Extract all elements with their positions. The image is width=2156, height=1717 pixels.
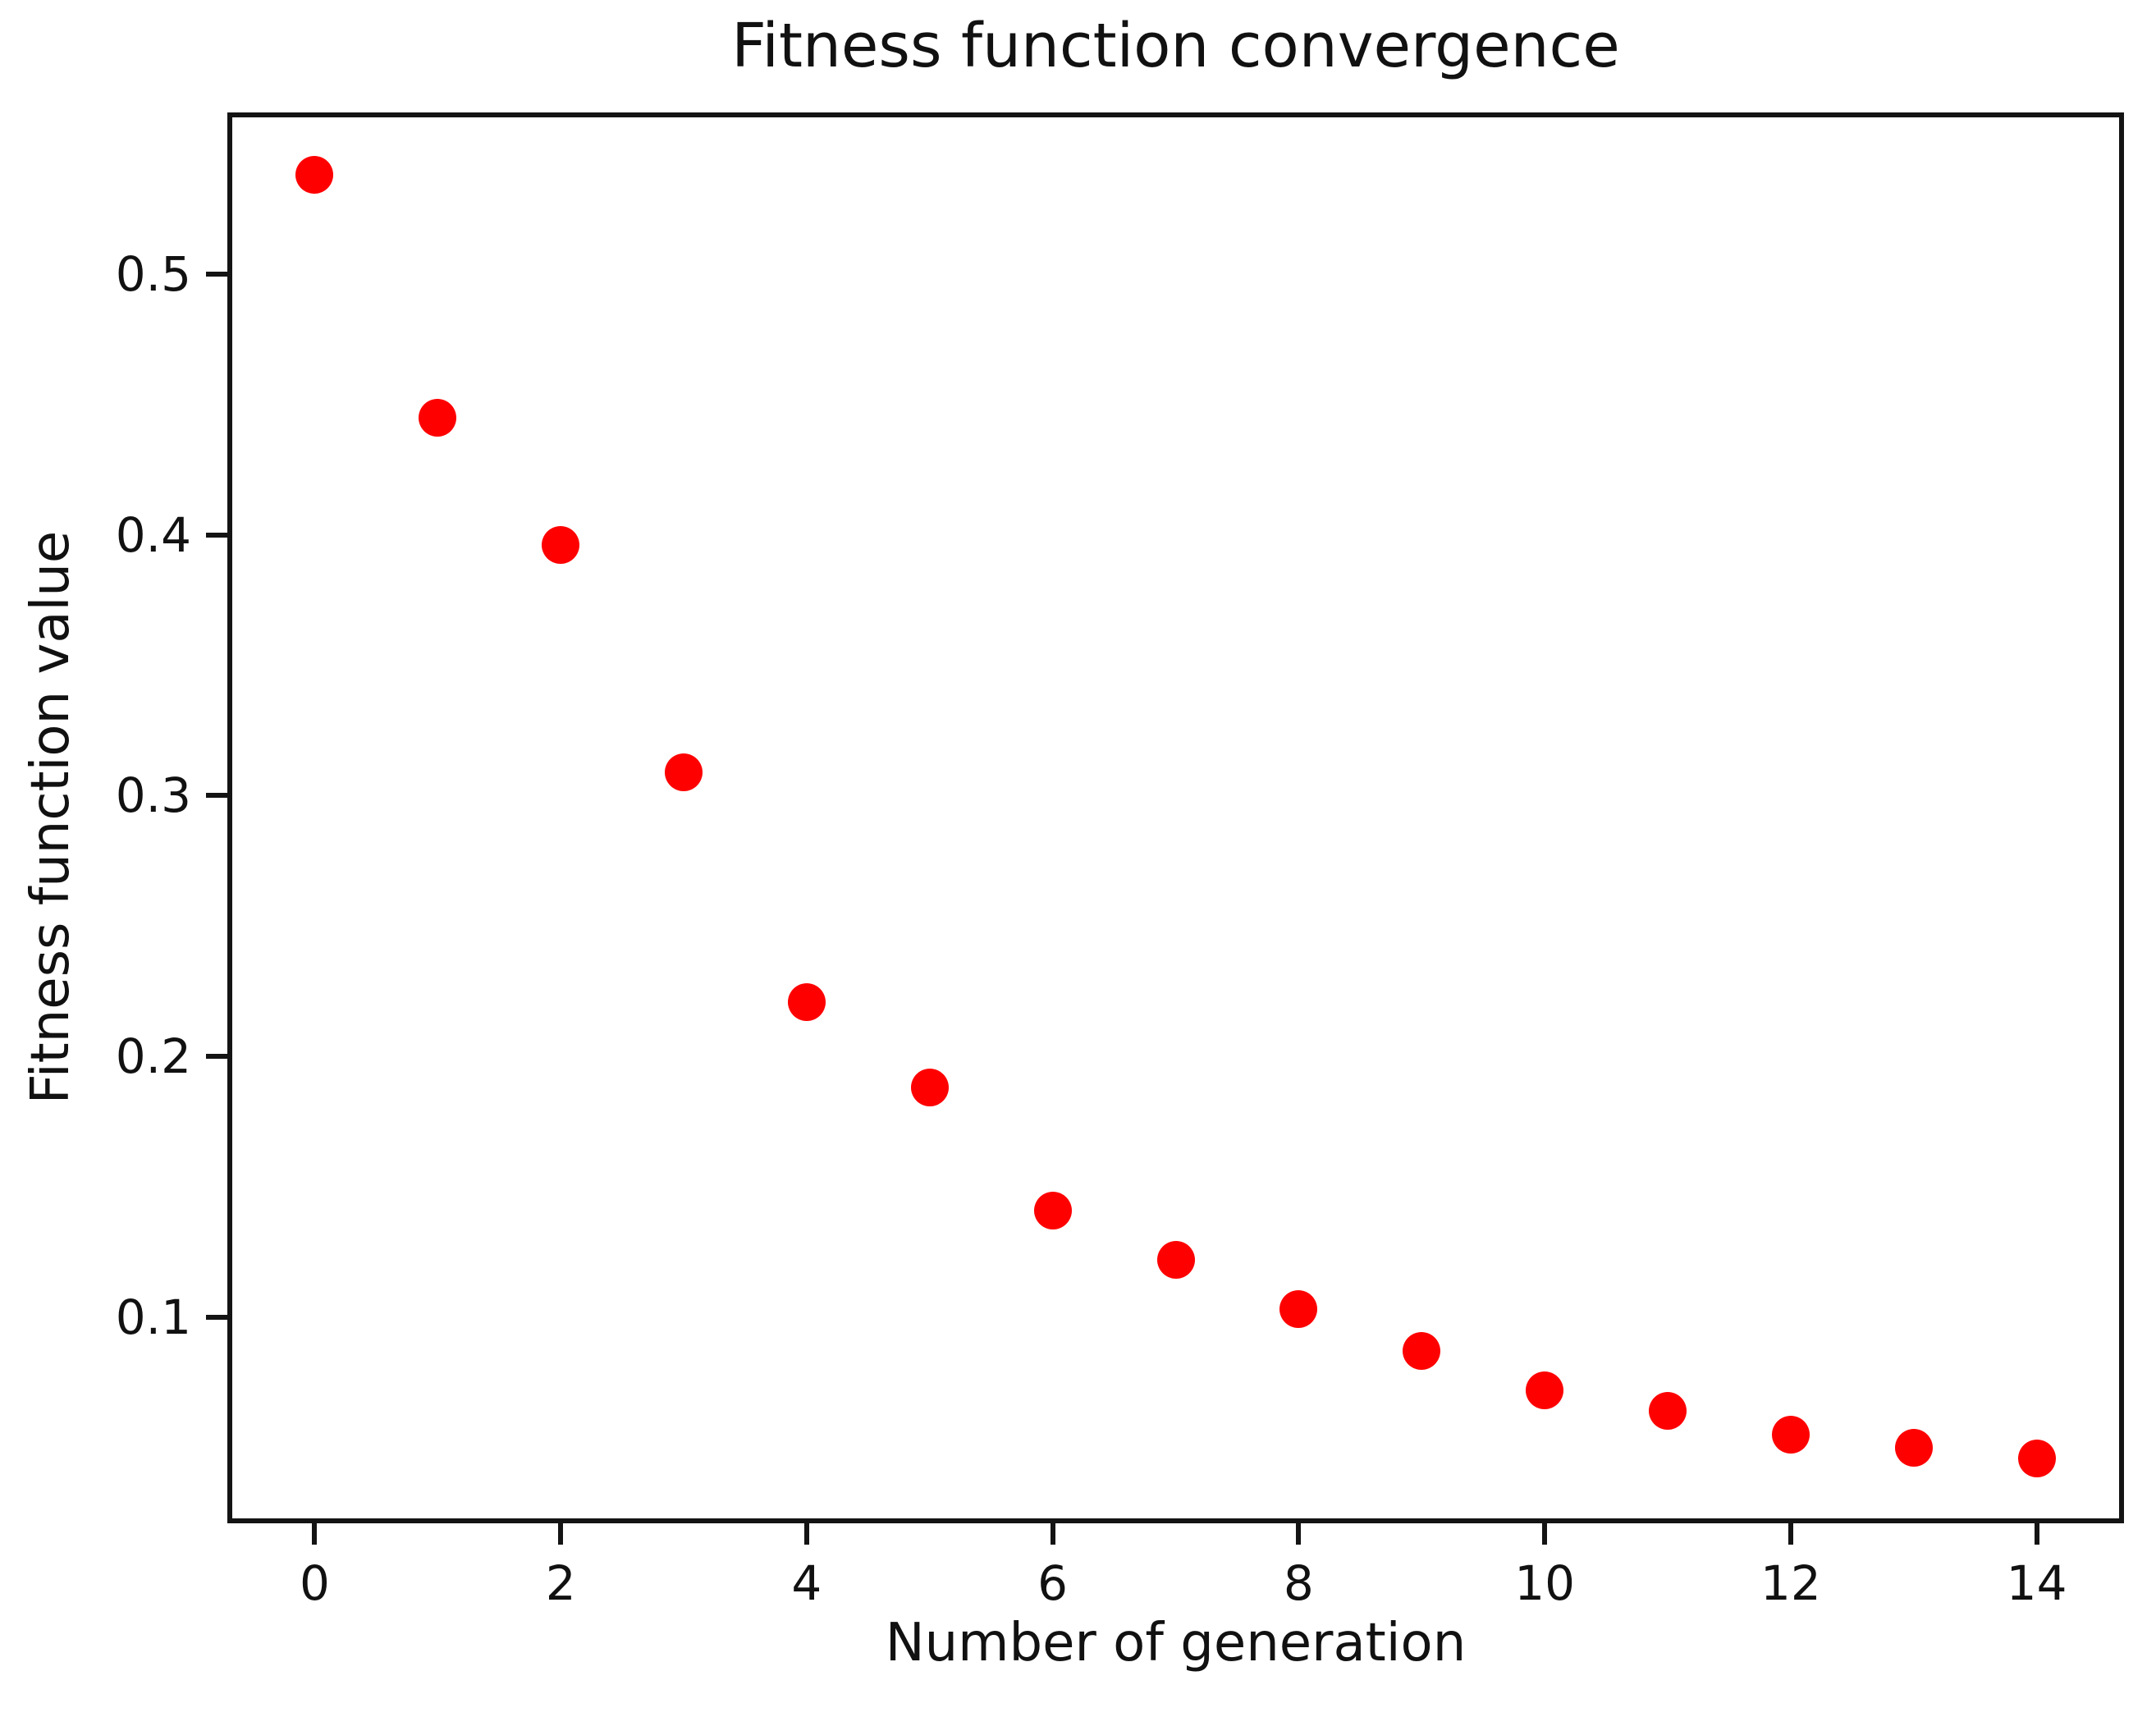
x-tick-mark	[558, 1523, 564, 1545]
data-point	[2017, 1439, 2056, 1477]
data-point	[1156, 1241, 1195, 1280]
data-point	[1648, 1392, 1687, 1431]
y-tick-label: 0.1	[115, 1289, 191, 1345]
data-point	[1403, 1332, 1441, 1371]
data-point	[1526, 1371, 1564, 1409]
x-tick-mark	[803, 1523, 809, 1545]
y-tick-mark	[206, 1314, 227, 1320]
x-tick-label: 4	[791, 1555, 822, 1611]
plot-area	[227, 112, 2124, 1523]
data-point	[1894, 1428, 1933, 1467]
data-point	[1033, 1191, 1072, 1229]
x-tick-label: 0	[299, 1555, 330, 1611]
x-tick-mark	[312, 1523, 318, 1545]
x-tick-mark	[1542, 1523, 1548, 1545]
y-tick-label: 0.5	[115, 246, 191, 302]
x-tick-label: 2	[545, 1555, 576, 1611]
data-point	[542, 526, 580, 565]
y-tick-mark	[206, 1054, 227, 1060]
y-tick-mark	[206, 532, 227, 538]
x-tick-label: 10	[1514, 1555, 1576, 1611]
y-tick-label: 0.2	[115, 1028, 191, 1085]
x-axis-label: Number of generation	[885, 1613, 1467, 1674]
x-tick-label: 8	[1283, 1555, 1314, 1611]
data-point	[419, 398, 457, 437]
y-tick-mark	[206, 793, 227, 799]
y-tick-label: 0.4	[115, 506, 191, 563]
x-tick-mark	[1296, 1523, 1302, 1545]
x-tick-label: 14	[2006, 1555, 2067, 1611]
chart-title: Fitness function convergence	[731, 11, 1620, 81]
data-point	[1279, 1290, 1318, 1329]
data-point	[665, 753, 703, 791]
x-tick-label: 6	[1037, 1555, 1069, 1611]
data-point	[787, 982, 826, 1021]
x-tick-mark	[1050, 1523, 1055, 1545]
y-tick-label: 0.3	[115, 767, 191, 824]
y-tick-mark	[206, 272, 227, 277]
data-point	[295, 156, 334, 195]
data-point	[910, 1069, 949, 1107]
x-tick-mark	[2034, 1523, 2039, 1545]
x-tick-label: 12	[1760, 1555, 1821, 1611]
x-tick-mark	[1788, 1523, 1793, 1545]
data-point	[1771, 1415, 1810, 1454]
